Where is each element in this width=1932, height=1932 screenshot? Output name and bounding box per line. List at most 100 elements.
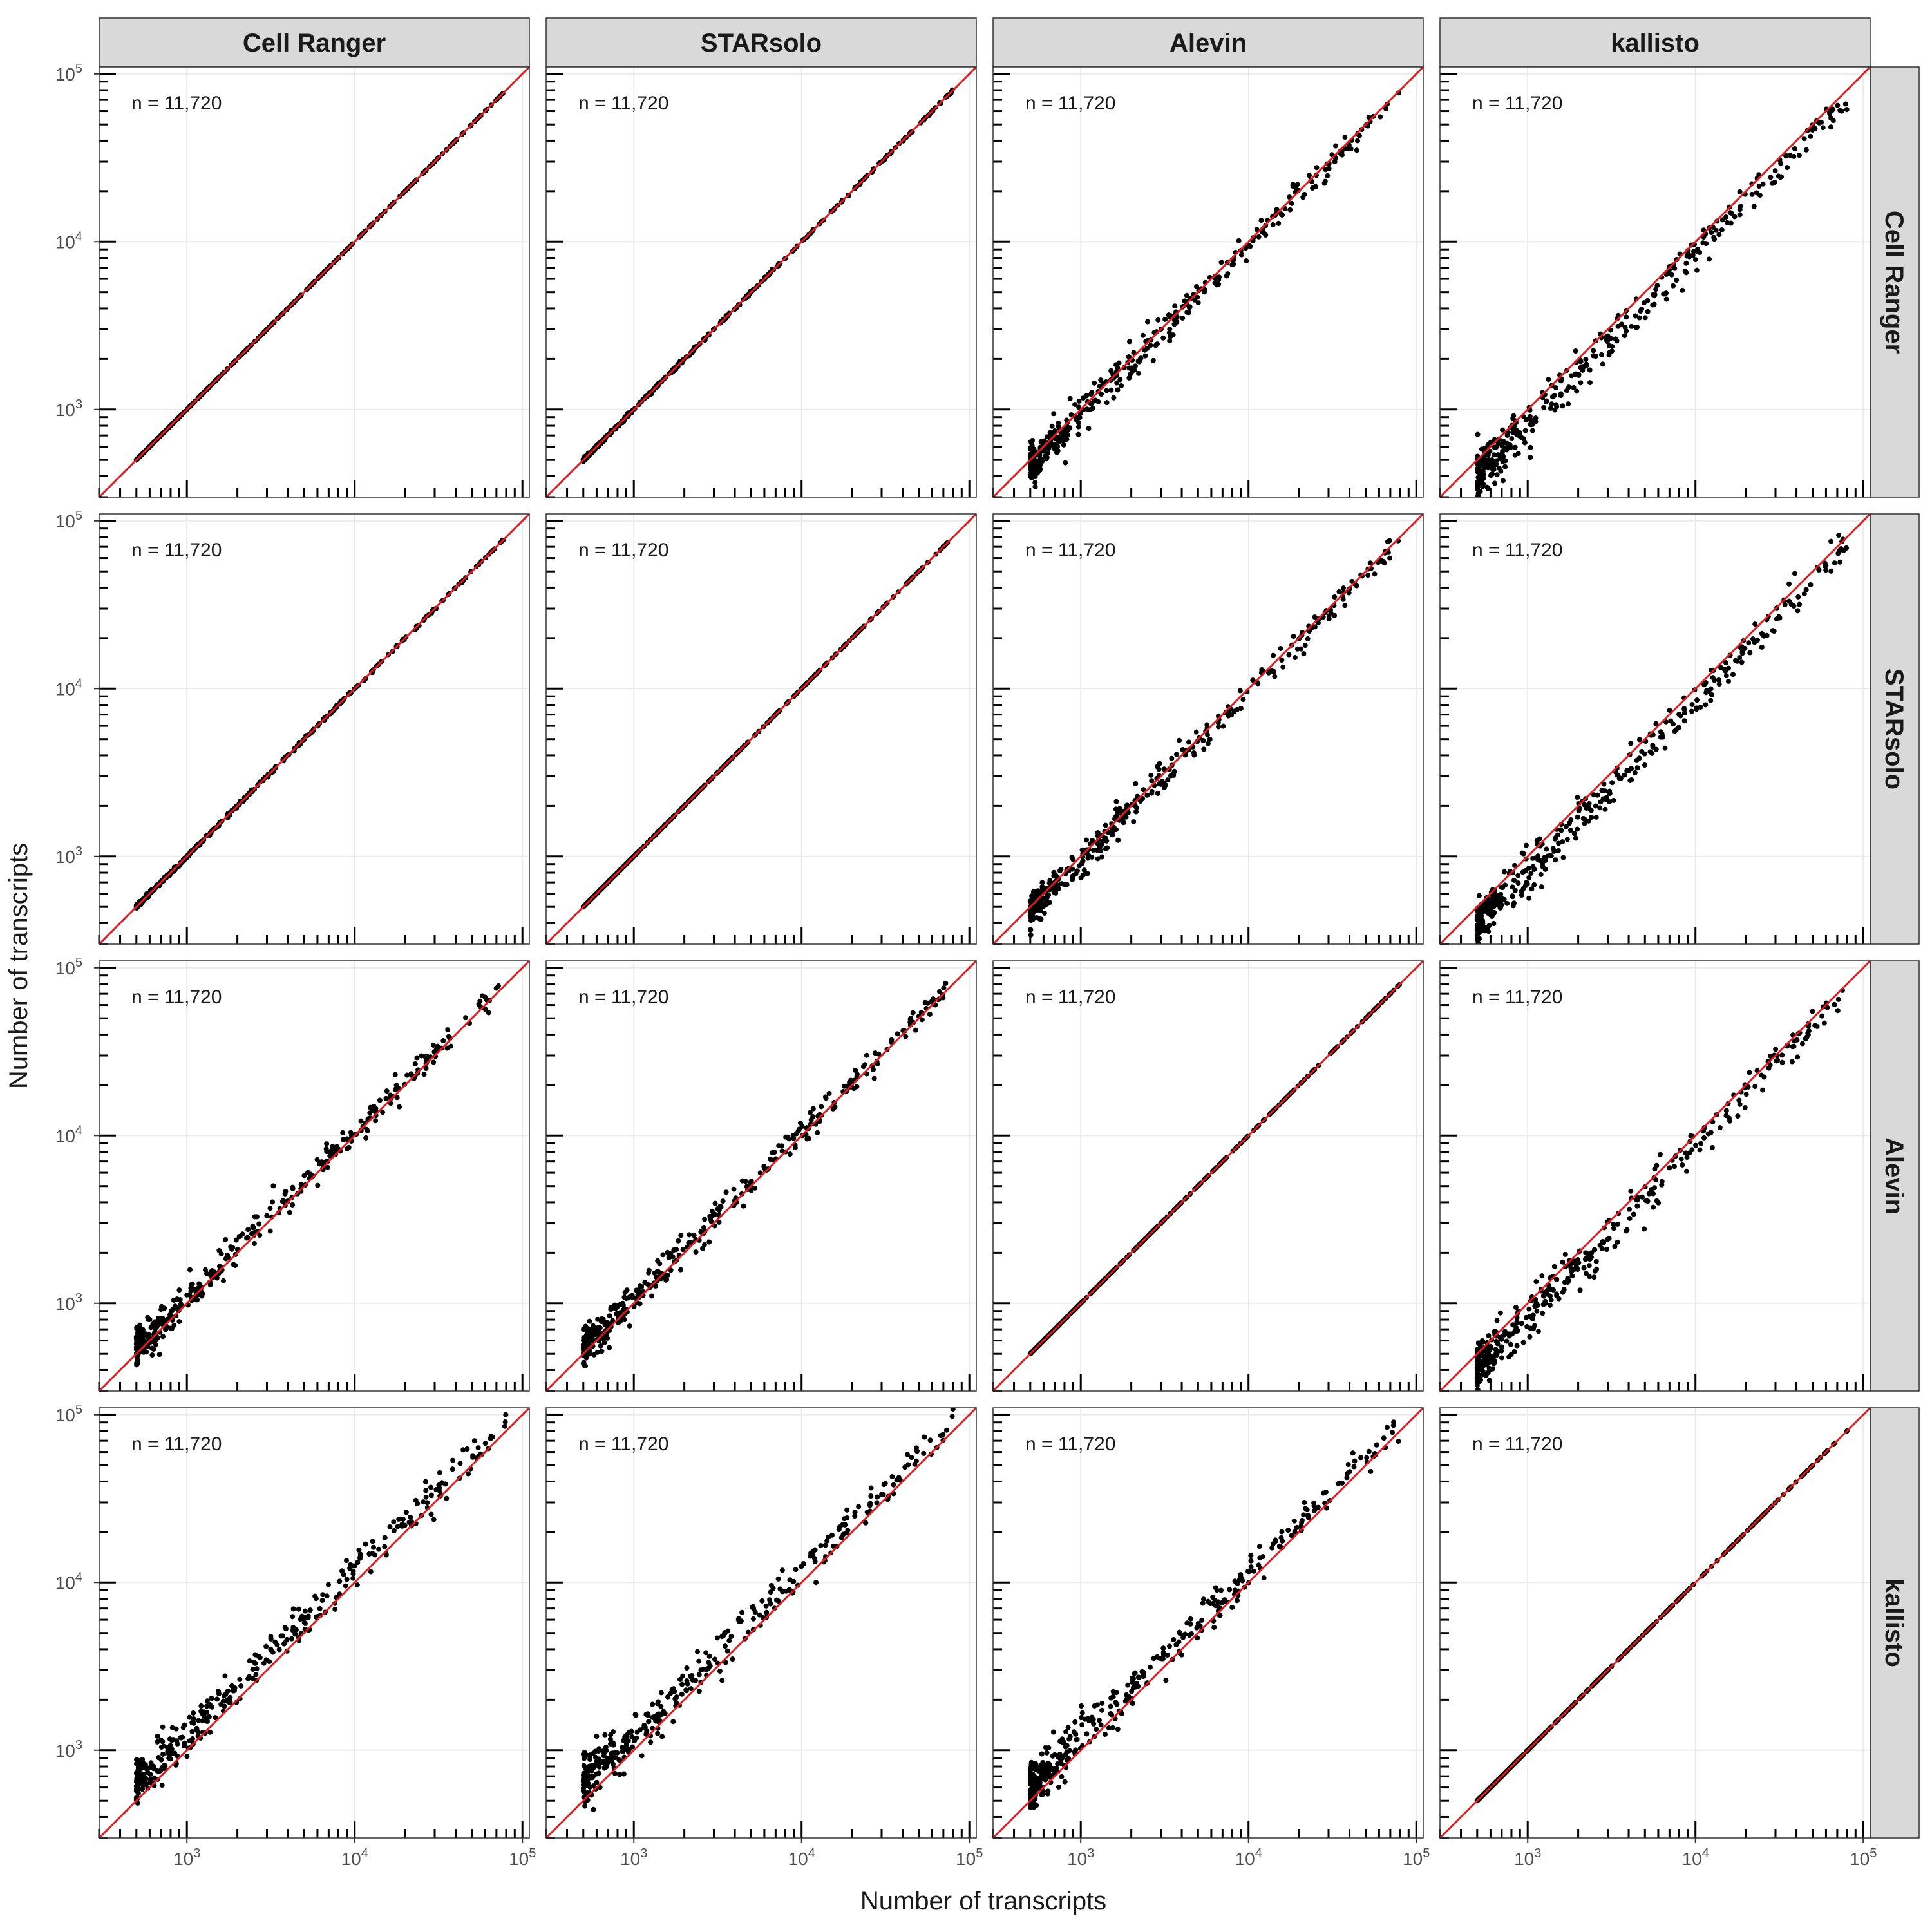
data-point bbox=[1343, 146, 1349, 152]
row-strip: STARsolo bbox=[1870, 513, 1920, 945]
data-point bbox=[1095, 399, 1101, 404]
data-point bbox=[1291, 634, 1296, 639]
data-point bbox=[1624, 328, 1629, 334]
data-point bbox=[1119, 383, 1124, 388]
data-point bbox=[1698, 705, 1703, 710]
data-point bbox=[693, 1249, 699, 1255]
data-point bbox=[691, 1233, 697, 1238]
data-point bbox=[249, 1231, 254, 1236]
data-point bbox=[394, 1095, 400, 1101]
data-point bbox=[768, 1157, 773, 1162]
data-point bbox=[1169, 755, 1175, 761]
data-point bbox=[1032, 480, 1038, 486]
data-point bbox=[1534, 838, 1540, 844]
data-point bbox=[414, 1055, 420, 1061]
data-point bbox=[1150, 357, 1156, 363]
data-point bbox=[710, 1213, 715, 1218]
data-point bbox=[1642, 762, 1647, 768]
data-point bbox=[1541, 404, 1547, 410]
column-strip: kallisto bbox=[1439, 17, 1871, 68]
data-point bbox=[1650, 743, 1656, 748]
data-point bbox=[1051, 446, 1057, 451]
data-point bbox=[1500, 478, 1506, 484]
data-point bbox=[1531, 882, 1537, 887]
data-point bbox=[589, 1335, 594, 1341]
data-point bbox=[1750, 636, 1756, 642]
data-point bbox=[1100, 838, 1106, 844]
data-point bbox=[1272, 674, 1278, 679]
data-point bbox=[1552, 407, 1558, 413]
data-point bbox=[1129, 365, 1135, 371]
data-point bbox=[674, 1247, 679, 1253]
data-point bbox=[1653, 721, 1659, 726]
data-point bbox=[1115, 387, 1121, 393]
data-point bbox=[251, 1240, 257, 1246]
data-point bbox=[1615, 1239, 1620, 1245]
data-point bbox=[1689, 701, 1695, 707]
data-point bbox=[1593, 814, 1599, 820]
data-point bbox=[1527, 413, 1533, 419]
data-point bbox=[1113, 799, 1119, 804]
data-point bbox=[1636, 737, 1642, 743]
data-point bbox=[214, 1275, 220, 1281]
data-point bbox=[1365, 573, 1371, 578]
data-point bbox=[895, 1031, 900, 1037]
data-point bbox=[1092, 398, 1097, 404]
data-point bbox=[149, 1352, 155, 1358]
data-point bbox=[1238, 706, 1244, 712]
data-point bbox=[250, 1223, 256, 1229]
data-point bbox=[1611, 1226, 1616, 1231]
data-point bbox=[1042, 902, 1048, 908]
data-point bbox=[854, 1072, 860, 1077]
data-point bbox=[1387, 538, 1392, 544]
data-point bbox=[1571, 384, 1577, 390]
n-annotation: n = 11,720 bbox=[578, 93, 668, 114]
data-point bbox=[810, 1106, 816, 1112]
data-point bbox=[1523, 842, 1529, 848]
data-point bbox=[1184, 309, 1190, 315]
data-point bbox=[1488, 471, 1494, 477]
data-point bbox=[176, 1287, 182, 1293]
data-point bbox=[701, 1242, 707, 1247]
data-point bbox=[287, 1209, 292, 1215]
data-point bbox=[741, 1203, 746, 1209]
data-point bbox=[706, 1239, 712, 1245]
data-point bbox=[1027, 898, 1033, 904]
data-point bbox=[583, 1335, 589, 1341]
column-strip-box bbox=[545, 17, 977, 68]
data-point bbox=[340, 1130, 346, 1135]
data-point bbox=[594, 1349, 600, 1355]
data-point bbox=[698, 1229, 704, 1235]
data-point bbox=[1333, 143, 1339, 149]
data-point bbox=[1142, 353, 1148, 359]
data-point bbox=[1783, 153, 1789, 159]
n-annotation: n = 11,720 bbox=[1025, 93, 1115, 114]
data-point bbox=[1690, 252, 1696, 258]
data-point bbox=[772, 1150, 777, 1155]
data-point bbox=[1555, 848, 1561, 854]
data-point bbox=[151, 1339, 156, 1345]
data-point bbox=[1633, 313, 1638, 319]
data-point bbox=[1719, 217, 1725, 223]
data-point bbox=[1256, 234, 1262, 240]
data-point bbox=[1305, 636, 1311, 642]
data-point bbox=[1061, 442, 1066, 448]
data-point bbox=[709, 1208, 715, 1214]
facet-panel: n = 11,720 bbox=[545, 513, 977, 945]
panel-border bbox=[99, 66, 530, 498]
row-strip: kallisto bbox=[1870, 1407, 1920, 1839]
data-point bbox=[1110, 832, 1115, 838]
data-point bbox=[1674, 278, 1680, 283]
data-point bbox=[822, 1094, 828, 1100]
data-point bbox=[1149, 778, 1155, 784]
data-point bbox=[1263, 232, 1269, 238]
data-point bbox=[1844, 107, 1850, 113]
data-point bbox=[1180, 315, 1186, 321]
data-point bbox=[1761, 633, 1766, 639]
data-point bbox=[1737, 212, 1743, 218]
data-point bbox=[1797, 601, 1803, 607]
data-point bbox=[1476, 893, 1482, 898]
data-point bbox=[1682, 268, 1688, 274]
data-point bbox=[324, 1141, 330, 1147]
data-point bbox=[1694, 697, 1700, 703]
